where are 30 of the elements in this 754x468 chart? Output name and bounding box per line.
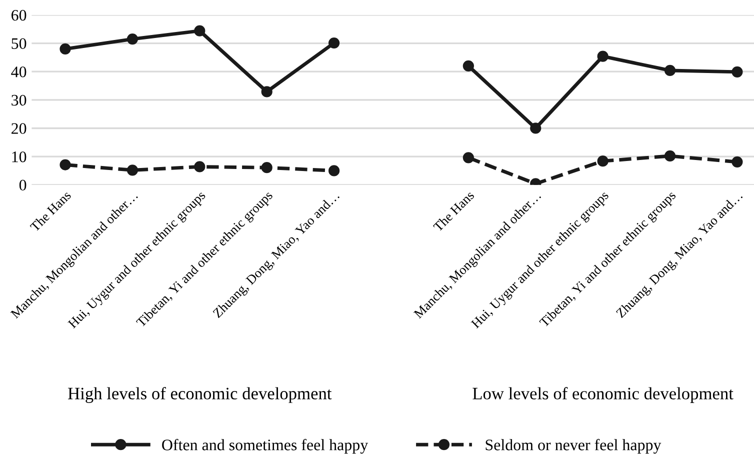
- point: [126, 33, 138, 45]
- point: [194, 161, 206, 172]
- point: [328, 165, 340, 176]
- y-tick-label: 20: [12, 123, 26, 134]
- point: [194, 25, 206, 36]
- point: [732, 156, 743, 168]
- y-tick-label: 40: [11, 66, 26, 78]
- y-tick-label: 0: [19, 180, 26, 191]
- text: High levels of economic development: [68, 387, 332, 403]
- y-tick-label: 50: [12, 38, 26, 49]
- point: [462, 152, 474, 164]
- point: [328, 37, 340, 49]
- point: [597, 156, 608, 167]
- point: [60, 43, 71, 55]
- point: [60, 159, 71, 170]
- y-tick-label: 60: [12, 10, 26, 21]
- point: [126, 164, 138, 176]
- point: [732, 66, 743, 78]
- legend-label: Often and sometimes feel happy: [162, 438, 368, 454]
- point: [664, 64, 676, 76]
- y-tick-label: 10: [12, 151, 26, 162]
- y-tick-label: 30: [12, 94, 26, 106]
- text: Low levels of economic development: [472, 387, 734, 403]
- point: [664, 150, 676, 162]
- point: [261, 86, 272, 98]
- point: [530, 122, 542, 134]
- point: [597, 50, 608, 62]
- point: [261, 162, 272, 174]
- legend-label: Seldom or never feel happy: [486, 438, 662, 454]
- point: [462, 60, 474, 72]
